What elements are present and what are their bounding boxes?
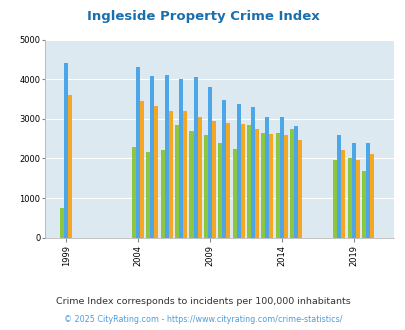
Bar bbox=[193, 77, 197, 238]
Bar bbox=[340, 150, 344, 238]
Bar bbox=[240, 123, 244, 238]
Bar bbox=[222, 100, 226, 238]
Bar bbox=[365, 143, 369, 238]
Bar bbox=[60, 208, 64, 238]
Bar bbox=[179, 79, 183, 238]
Bar bbox=[154, 106, 158, 238]
Bar bbox=[160, 150, 164, 238]
Bar bbox=[261, 133, 265, 238]
Bar bbox=[236, 104, 240, 238]
Bar bbox=[64, 63, 68, 238]
Bar bbox=[293, 126, 297, 238]
Bar bbox=[347, 158, 351, 238]
Bar bbox=[265, 117, 269, 238]
Text: Crime Index corresponds to incidents per 100,000 inhabitants: Crime Index corresponds to incidents per… bbox=[55, 297, 350, 307]
Bar bbox=[218, 143, 222, 238]
Bar bbox=[337, 135, 340, 238]
Bar bbox=[250, 107, 254, 238]
Bar bbox=[207, 87, 211, 238]
Bar bbox=[203, 135, 207, 238]
Bar bbox=[269, 134, 273, 238]
Bar bbox=[211, 121, 215, 238]
Bar bbox=[146, 152, 150, 238]
Bar bbox=[168, 111, 173, 238]
Bar bbox=[283, 135, 287, 238]
Bar bbox=[333, 160, 337, 238]
Text: © 2025 CityRating.com - https://www.cityrating.com/crime-statistics/: © 2025 CityRating.com - https://www.city… bbox=[64, 315, 341, 324]
Bar bbox=[279, 117, 283, 238]
Bar bbox=[246, 125, 250, 238]
Bar bbox=[351, 143, 355, 238]
Bar bbox=[289, 129, 293, 238]
Bar bbox=[175, 125, 179, 238]
Bar bbox=[136, 67, 140, 238]
Text: Ingleside Property Crime Index: Ingleside Property Crime Index bbox=[86, 10, 319, 23]
Bar bbox=[369, 154, 373, 238]
Bar bbox=[297, 140, 301, 238]
Bar bbox=[361, 171, 365, 238]
Bar bbox=[275, 133, 279, 238]
Bar bbox=[232, 148, 236, 238]
Bar bbox=[197, 117, 201, 238]
Bar bbox=[254, 129, 258, 238]
Bar bbox=[355, 160, 359, 238]
Bar bbox=[164, 75, 168, 238]
Bar bbox=[68, 95, 72, 238]
Bar bbox=[132, 147, 136, 238]
Bar bbox=[140, 101, 144, 238]
Bar bbox=[183, 111, 187, 238]
Bar bbox=[150, 76, 154, 238]
Bar bbox=[189, 131, 193, 238]
Bar bbox=[226, 123, 230, 238]
